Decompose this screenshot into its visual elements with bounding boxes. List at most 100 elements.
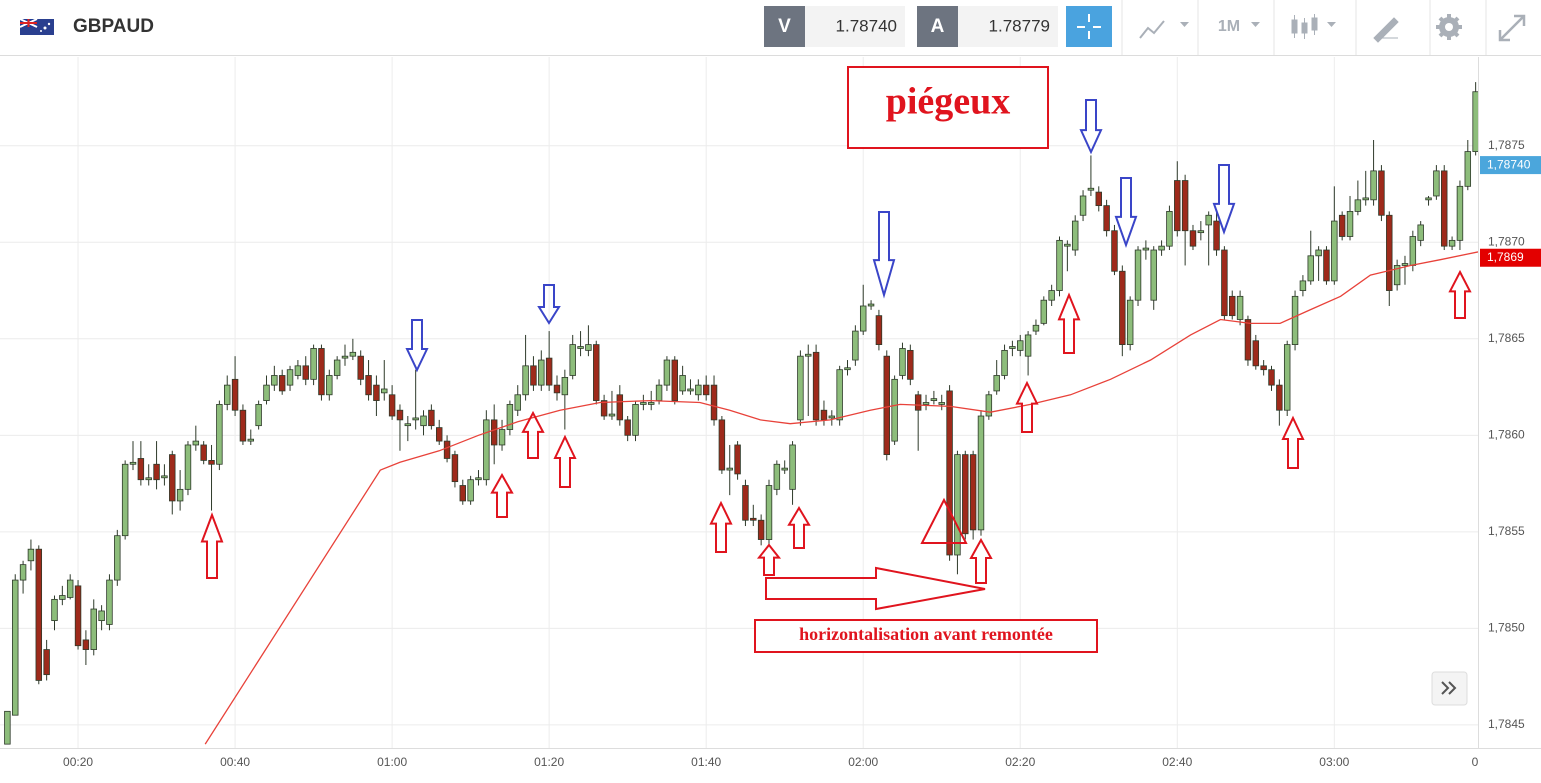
candle-body [51,598,58,622]
grid [0,57,1478,748]
candle-body [184,444,192,490]
arrow-up [756,543,782,576]
candle-body [388,394,396,417]
candle-body [467,479,474,502]
candle-body [1472,91,1478,152]
arrow-down [1114,177,1138,248]
candle-body [4,710,11,745]
candle-body [844,367,851,371]
candle-body [1291,295,1299,345]
candle-body [702,384,710,396]
candle-body [1362,197,1369,201]
ask-button[interactable] [917,6,958,47]
candle-body [1079,195,1087,216]
candle-body [765,485,773,540]
candle-body [1307,255,1314,282]
scroll-button[interactable] [1431,671,1468,706]
candle-body [192,440,200,446]
candle-body [1354,199,1362,212]
candle-body [114,535,121,581]
candle-body [231,378,239,411]
candle-body [200,444,207,461]
candle-body [1142,247,1150,251]
candle-body [805,353,812,357]
candle-body [883,355,890,456]
price-marker [1480,248,1541,267]
candle-body [129,461,137,465]
candle-body [1448,239,1456,247]
candle-body [161,475,168,479]
candle-body [710,384,718,421]
candle-body [608,413,616,417]
candle-body [263,384,270,401]
candle-body [577,346,584,349]
bid-button[interactable] [764,6,805,47]
x-tick-label: 0 [1472,755,1479,769]
candle-body [365,375,372,396]
candle-body [121,463,129,537]
candle-body [1189,230,1197,247]
candle-body [1197,230,1205,234]
candle-body [341,355,349,359]
candle-body [687,388,694,392]
candle-body [169,454,176,502]
candle-body [1158,245,1165,251]
candle-body [1417,224,1424,241]
candle-body [1205,214,1212,226]
fullscreen-button[interactable] [1498,14,1526,42]
candle-body [1221,249,1228,317]
candle-body [593,344,600,401]
y-tick-label: 1,7875 [1488,138,1525,152]
arrow-up [200,512,224,579]
candle-body [907,349,914,380]
chart-type-button[interactable] [1139,20,1189,39]
x-tick-label: 01:40 [691,755,721,769]
candle-body [404,423,412,427]
candle-body [357,355,364,380]
candle-body [1236,295,1244,320]
candle-body [1024,334,1032,357]
candle-body [1087,187,1095,191]
x-tick-label: 02:40 [1162,755,1192,769]
price-marker [1480,156,1541,175]
candle-body [734,444,741,475]
candle-body [1283,344,1291,411]
x-tick-label: 02:00 [848,755,878,769]
arrow-up [1281,415,1305,469]
candle-body [43,649,50,676]
candle-body [1126,299,1134,345]
timeframe-button[interactable]: 1M [1218,18,1240,35]
candle-body [239,409,247,442]
candle-body [420,415,427,427]
x-tick-label: 02:20 [1005,755,1035,769]
candle-body [655,384,663,401]
y-tick-label: 1,7860 [1488,427,1525,441]
candle-body [1464,151,1472,187]
candle-body [1181,180,1189,232]
crosshair-button[interactable] [1066,6,1112,47]
arrow-up [709,500,733,553]
candle-body [946,390,953,556]
x-tick-label: 01:00 [377,755,407,769]
candle-body [1338,214,1346,237]
settings-button[interactable] [1436,14,1462,40]
draw-button[interactable] [1373,17,1399,43]
toolbar-separators [1121,0,1487,55]
candle-body [59,595,66,600]
candle-body [1174,180,1181,232]
candle-body [914,394,922,411]
candle-body [1040,299,1048,324]
candle-style-button[interactable] [1291,14,1336,39]
arrow-up [969,537,993,584]
symbol: GBPAUD [73,16,154,37]
candle-body [1095,191,1102,207]
candle-body [836,369,843,421]
candle-body [1017,340,1024,351]
candle-body [90,608,97,650]
candle-body [875,315,883,345]
annotation-box [754,619,1098,653]
candle-body [624,419,631,436]
candle-body [585,344,592,351]
candle-body [930,398,938,401]
